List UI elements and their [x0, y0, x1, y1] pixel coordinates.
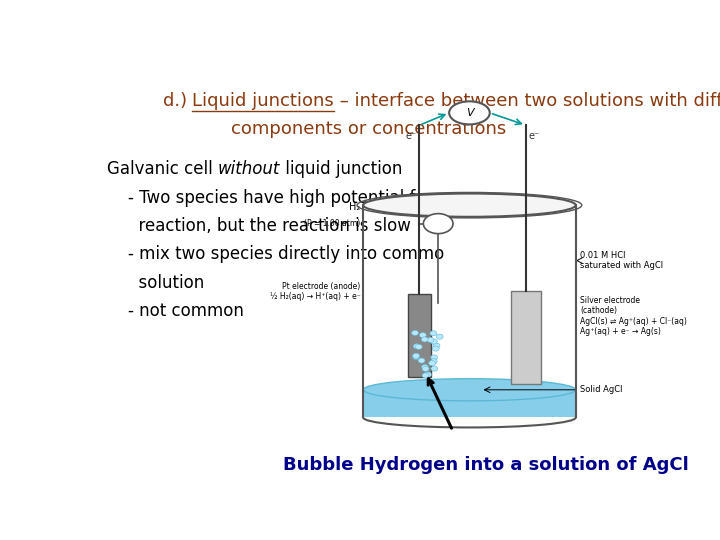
Polygon shape	[363, 390, 576, 417]
Text: (P = 1.00 atm): (P = 1.00 atm)	[304, 219, 361, 228]
Text: H₂: H₂	[349, 202, 361, 212]
Text: components or concentrations: components or concentrations	[231, 120, 507, 138]
Circle shape	[432, 346, 439, 351]
Circle shape	[431, 339, 437, 344]
Text: 0.01 M HCl
saturated with AgCl: 0.01 M HCl saturated with AgCl	[580, 251, 663, 270]
Circle shape	[431, 359, 437, 364]
Circle shape	[425, 372, 431, 377]
Text: e⁻: e⁻	[405, 131, 417, 141]
Circle shape	[413, 354, 420, 360]
Circle shape	[413, 344, 420, 349]
Circle shape	[428, 361, 436, 366]
Circle shape	[413, 353, 420, 359]
Circle shape	[418, 358, 425, 363]
Ellipse shape	[363, 193, 576, 217]
Text: liquid junction: liquid junction	[280, 160, 402, 178]
Bar	[408, 294, 431, 377]
Ellipse shape	[363, 379, 576, 401]
Text: d.): d.)	[163, 92, 192, 110]
Text: solution: solution	[107, 274, 204, 292]
Text: – interface between two solutions with different: – interface between two solutions with d…	[334, 92, 720, 110]
Text: V: V	[466, 108, 473, 118]
Text: Silver electrode
(cathode)
AgCl(s) ⇌ Ag⁺(aq) + Cl⁻(aq)
Ag⁺(aq) + e⁻ → Ag(s): Silver electrode (cathode) AgCl(s) ⇌ Ag⁺…	[580, 296, 687, 336]
Text: Solid AgCl: Solid AgCl	[580, 385, 623, 394]
Circle shape	[431, 366, 438, 371]
Circle shape	[422, 366, 429, 372]
Ellipse shape	[423, 214, 453, 234]
Text: without: without	[217, 160, 280, 178]
Circle shape	[436, 334, 443, 339]
Circle shape	[427, 338, 434, 342]
Text: Pt electrode (anode)
½ H₂(aq) → H⁺(aq) + e⁻: Pt electrode (anode) ½ H₂(aq) → H⁺(aq) +…	[270, 282, 361, 301]
Circle shape	[422, 373, 429, 378]
Circle shape	[431, 355, 438, 360]
Bar	[511, 291, 541, 383]
Text: Liquid junctions: Liquid junctions	[192, 92, 334, 110]
Circle shape	[420, 333, 426, 338]
Circle shape	[415, 345, 422, 349]
Ellipse shape	[449, 102, 490, 124]
Text: - mix two species directly into commo: - mix two species directly into commo	[107, 245, 444, 264]
Circle shape	[412, 330, 418, 335]
Text: reaction, but the reaction is slow: reaction, but the reaction is slow	[107, 217, 410, 235]
Text: Bubble Hydrogen into a solution of AgCl: Bubble Hydrogen into a solution of AgCl	[283, 456, 689, 474]
Text: Galvanic cell: Galvanic cell	[107, 160, 217, 178]
Text: - not common: - not common	[107, 302, 243, 320]
Circle shape	[433, 343, 440, 348]
Circle shape	[430, 330, 437, 336]
Circle shape	[421, 364, 428, 370]
Circle shape	[421, 337, 428, 342]
Text: - Two species have high potential for: - Two species have high potential for	[107, 188, 432, 207]
Text: e⁻: e⁻	[528, 131, 539, 141]
